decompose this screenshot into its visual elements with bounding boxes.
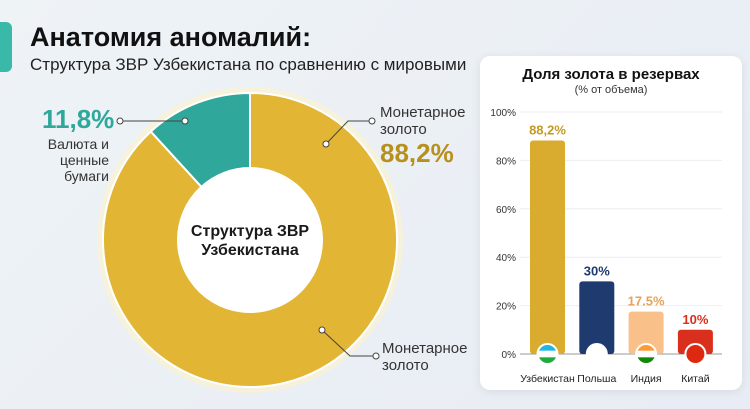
teal-value: 11,8% (42, 104, 115, 134)
y-tick-label: 20% (496, 302, 516, 313)
bar-chart-title: Доля золота в резервах (522, 66, 700, 83)
flag-border (536, 343, 559, 365)
flag-stripe (685, 357, 706, 364)
leader-line (321, 329, 376, 357)
leader-dot (322, 140, 330, 148)
y-tick-label: 0% (502, 350, 517, 361)
flag-stripe (636, 357, 657, 364)
bar-value-label: 17.5% (628, 294, 665, 309)
gold-value: 88,2% (380, 138, 454, 168)
bar-value-label: 88,2% (529, 123, 566, 138)
poland-flag-icon (585, 343, 608, 365)
leader-dot (372, 352, 380, 360)
flag-stripe (636, 344, 657, 351)
category-label: Китай (681, 373, 710, 385)
flag-stripe (685, 350, 706, 358)
bar-value-label: 10% (682, 312, 708, 327)
flag-stripe (537, 357, 558, 364)
donut-slice (102, 91, 398, 388)
donut-chart (97, 87, 403, 393)
category-label: Узбекистан (520, 373, 575, 385)
bar (579, 281, 615, 354)
accent-bar (0, 22, 12, 72)
page-title: Анатомия аномалий: (30, 22, 312, 52)
uzbekistan-flag-icon (536, 343, 559, 365)
flag-stripe (537, 344, 558, 351)
bar-value-label: 30% (584, 263, 610, 278)
india-flag-icon (635, 343, 658, 365)
flag-stripe (537, 350, 558, 358)
y-tick-label: 100% (490, 108, 516, 119)
donut-center-label: Структура ЗВР Узбекистана (190, 223, 310, 259)
leader-dot (368, 117, 376, 125)
bar (530, 140, 565, 354)
flag-border (684, 343, 707, 365)
flag-stripe (636, 350, 657, 358)
y-tick-label: 40% (496, 253, 516, 264)
leader-dot (116, 117, 124, 125)
flag-stripe (685, 344, 706, 351)
y-tick-label: 60% (496, 205, 516, 216)
y-tick-label: 80% (496, 156, 516, 167)
teal-label: Валюта и ценные бумаги (47, 136, 109, 184)
bar-chart-subtitle: (% от объема) (574, 84, 648, 96)
category-label: Индия (631, 373, 662, 385)
china-flag-icon (684, 343, 707, 365)
flag-border (585, 343, 608, 365)
bar (628, 311, 664, 354)
flag-stripe (586, 354, 607, 364)
leader-line (325, 120, 372, 145)
gold-label: Монетарное золото (380, 104, 466, 138)
leader-dot (318, 326, 326, 334)
donut-hole (179, 169, 321, 311)
gold-label-bottom: Монетарное золото (382, 340, 468, 374)
flag-stripe (586, 344, 607, 354)
page-subtitle: Структура ЗВР Узбекистана по сравнению с… (30, 55, 467, 74)
leader-dot (181, 117, 189, 125)
category-label: Польша (577, 373, 616, 385)
flag-border (635, 343, 658, 365)
